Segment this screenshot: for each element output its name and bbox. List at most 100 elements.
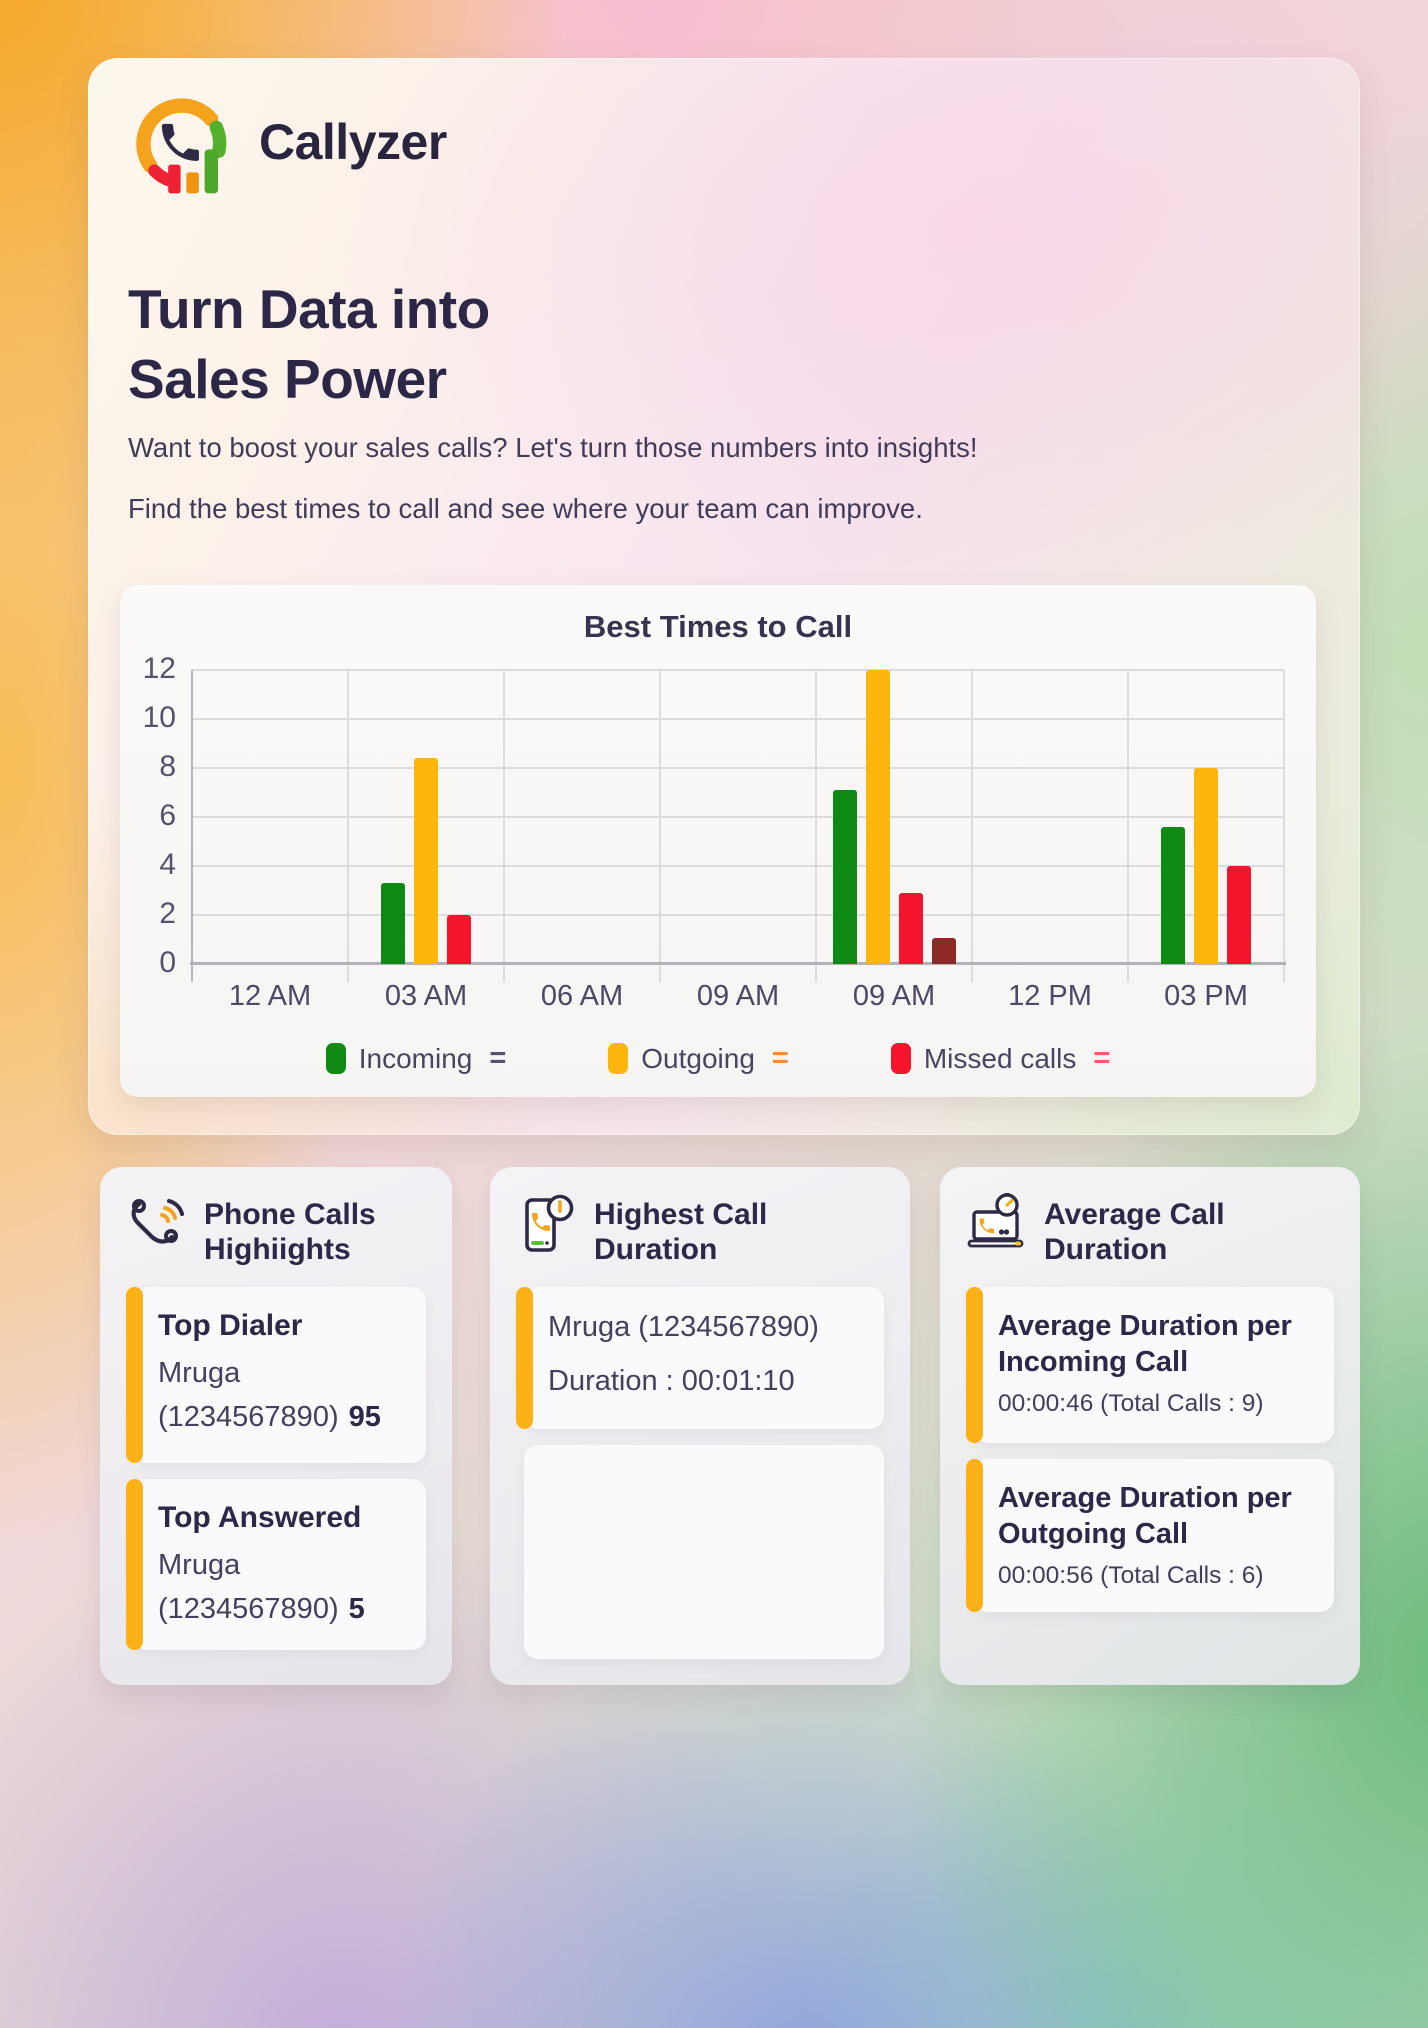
highest-duration-caller: Mruga (1234567890) [548, 1311, 819, 1344]
legend-equals-glyph: = [771, 1042, 789, 1074]
logo-red-arc [148, 164, 175, 187]
legend-label: Outgoing [641, 1042, 755, 1074]
gridline-x-2 [503, 670, 505, 982]
avg-incoming-subcard: Average Duration per Incoming Call 00:00… [966, 1287, 1334, 1444]
brand-logo-row: Callyzer [126, 88, 447, 203]
x-tick-label-1: 03 AM [384, 980, 468, 1012]
brand-name: Callyzer [259, 114, 447, 170]
bar-incoming-4 [832, 790, 857, 964]
bar-incoming-1 [381, 883, 405, 964]
x-tick-label-0: 12 AM [228, 980, 312, 1012]
bar-incoming-6 [1161, 826, 1185, 964]
x-tick-label-6: 03 PM [1164, 980, 1248, 1012]
subcard-title: Top Answered [158, 1501, 362, 1535]
gridline-y-10 [192, 718, 1284, 720]
card-header: Highest Call Duration [516, 1193, 884, 1267]
top-dialer-phone: (1234567890) [158, 1401, 339, 1434]
logo-bar-red [168, 164, 181, 194]
avg-incoming-value: 00:00:46 (Total Calls : 9) [998, 1389, 1264, 1417]
logo-bar-green [204, 149, 218, 194]
top-dialer-subcard: Top Dialer Mruga (1234567890) 95 [126, 1287, 426, 1464]
bar-outgoing-1 [414, 758, 438, 964]
highest-duration-subcard: Mruga (1234567890) Duration : 00:01:10 [516, 1287, 884, 1430]
x-tick-label-3: 09 AM [696, 980, 780, 1012]
average-call-duration-card: Average Call Duration Average Duration p… [940, 1167, 1360, 1685]
page-title-line2: Sales Power [128, 348, 447, 410]
gridline-y-12 [192, 669, 1284, 671]
card-title: Highest Call Duration [594, 1198, 768, 1267]
bar-group-1 [348, 670, 504, 964]
gridline-y-6 [192, 816, 1284, 818]
bar-group-0 [192, 670, 348, 964]
top-dialer-phone-line: (1234567890) 95 [158, 1399, 408, 1435]
y-tick-label-6: 6 [159, 799, 176, 832]
logo-bar-orange [186, 172, 199, 194]
gridline-x-1 [347, 670, 349, 982]
logo-orange-arc [136, 98, 219, 173]
page-subtitle-line2: Find the best times to call and see wher… [128, 493, 923, 524]
bar-outgoing-4 [865, 670, 890, 964]
avg-outgoing-title: Average Duration per Outgoing Call [998, 1482, 1292, 1550]
gridline-x-6 [1127, 670, 1129, 982]
top-answered-subcard: Top Answered Mruga (1234567890) 5 [126, 1479, 426, 1650]
page-title: Turn Data into Sales Power [128, 274, 490, 414]
bar-group-2 [504, 670, 660, 964]
legend-swatch [890, 1043, 911, 1074]
chart-legend: Incoming = Outgoing = Missed calls = [120, 1042, 1316, 1075]
legend-label: Incoming [358, 1042, 473, 1074]
x-tick-label-5: 12 PM [1008, 980, 1092, 1012]
y-tick-label-8: 8 [159, 750, 176, 783]
best-times-chart-card: Best Times to Call 0 2 4 6 8 10 12 12 AM 03 AM 06… [120, 585, 1316, 1097]
y-tick-label-10: 10 [142, 701, 176, 734]
legend-equals-glyph: = [489, 1042, 507, 1074]
bar-missed-calls-6 [1227, 866, 1251, 964]
gridline-x-7 [1283, 670, 1285, 982]
card-header: Average Call Duration [966, 1193, 1334, 1267]
subcard-title: Top Dialer [158, 1309, 303, 1343]
top-dialer-name: Mruga [158, 1357, 241, 1390]
bar-group-6 [1128, 670, 1284, 964]
gridline-y-4 [192, 865, 1284, 867]
legend-swatch [608, 1043, 629, 1074]
bar-missed-calls-4 [898, 892, 923, 964]
page-title-line1: Turn Data into [128, 278, 490, 340]
laptop-timer-icon [967, 1193, 1024, 1248]
bar-group-5 [972, 670, 1128, 964]
phone-clock-icon [525, 1194, 574, 1252]
logo-phone-glyph [161, 123, 199, 161]
legend-item-missed-calls: Missed calls = [890, 1042, 1111, 1075]
top-answered-phone: (1234567890) [158, 1593, 339, 1626]
bar-missed-calls-1 [447, 915, 471, 964]
card-title: Phone Calls Highiights [204, 1198, 376, 1267]
empty-subcard [524, 1445, 884, 1659]
bar-series4-4 [931, 938, 956, 964]
top-answered-phone-line: (1234567890) 5 [158, 1591, 408, 1627]
x-axis-baseline [190, 962, 1286, 965]
y-tick-label-0: 0 [159, 946, 176, 979]
y-tick-label-2: 2 [159, 897, 176, 930]
avg-outgoing-subcard: Average Duration per Outgoing Call 00:00… [966, 1459, 1334, 1612]
callyzer-logo-icon [136, 98, 227, 194]
avg-outgoing-value: 00:00:56 (Total Calls : 6) [998, 1561, 1264, 1589]
top-answered-count: 5 [348, 1593, 365, 1626]
x-tick-label-2: 06 AM [540, 980, 624, 1012]
top-answered-name: Mruga [158, 1549, 241, 1582]
legend-swatch [325, 1043, 346, 1074]
bar-group-4 [816, 670, 972, 964]
page-subtitle: Want to boost your sales calls? Let's tu… [128, 432, 978, 525]
gridline-x-3 [659, 670, 661, 982]
highest-duration-value: Duration : 00:01:10 [548, 1365, 795, 1398]
gridline-y-8 [192, 767, 1284, 769]
bar-group-3 [660, 670, 816, 964]
gridline-x-4 [815, 670, 817, 982]
legend-equals-glyph: = [1093, 1042, 1111, 1074]
bar-chart-plot: 0 2 4 6 8 10 12 12 AM 03 AM 06 AM 09 AM 09 AM 12 PM 0… [143, 652, 1286, 1012]
phone-calls-highlights-card: Phone Calls Highiights Top Dialer Mruga … [100, 1167, 452, 1685]
gridline-x-5 [971, 670, 973, 982]
highest-call-duration-card: Highest Call Duration Mruga (1234567890)… [490, 1167, 910, 1685]
phone-waves-icon [131, 1199, 184, 1244]
legend-label: Missed calls [923, 1042, 1077, 1074]
chart-title: Best Times to Call [583, 609, 853, 644]
legend-item-outgoing: Outgoing = [608, 1042, 789, 1075]
